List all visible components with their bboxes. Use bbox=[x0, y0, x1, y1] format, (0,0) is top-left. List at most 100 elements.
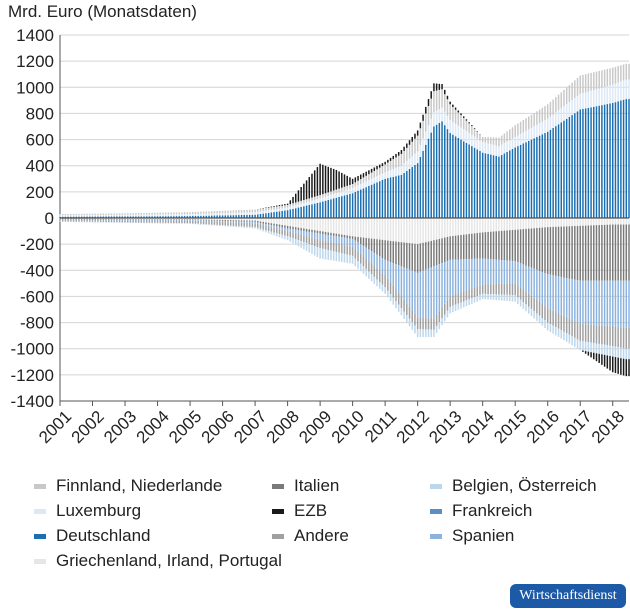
bar-segment bbox=[490, 144, 492, 155]
bar-segment bbox=[316, 230, 319, 234]
bar-segment bbox=[511, 295, 514, 302]
bar-segment bbox=[208, 221, 210, 225]
bar-segment bbox=[376, 218, 378, 240]
x-tick-label: 2010 bbox=[328, 407, 368, 447]
bar-segment bbox=[449, 133, 451, 218]
bar-segment bbox=[538, 301, 541, 316]
bar-segment bbox=[210, 224, 213, 226]
bar-segment bbox=[433, 318, 435, 330]
bar-segment bbox=[105, 220, 107, 223]
bar-segment bbox=[506, 131, 508, 142]
bar-segment bbox=[102, 220, 105, 222]
bar-segment bbox=[568, 218, 571, 227]
bar-segment bbox=[316, 195, 319, 200]
bar-segment bbox=[376, 176, 378, 183]
bar-segment bbox=[213, 221, 216, 225]
bar-segment bbox=[167, 218, 170, 220]
bar-segment bbox=[611, 356, 614, 373]
bar-segment bbox=[541, 107, 544, 122]
bar-segment bbox=[395, 264, 397, 290]
bar-segment bbox=[335, 193, 338, 198]
bar-segment bbox=[72, 219, 75, 221]
bar-segment bbox=[324, 193, 327, 197]
bar-segment bbox=[490, 218, 492, 232]
bar-segment bbox=[148, 220, 151, 223]
bar-segment bbox=[213, 219, 216, 221]
legend-label: Deutschland bbox=[56, 526, 151, 545]
bar-segment bbox=[110, 216, 113, 218]
legend-swatch bbox=[272, 508, 284, 514]
bar-segment bbox=[124, 219, 126, 221]
bar-segment bbox=[492, 155, 495, 218]
bar-segment bbox=[514, 136, 516, 148]
bar-segment bbox=[210, 218, 213, 220]
bar-segment bbox=[546, 322, 549, 331]
bar-segment bbox=[416, 329, 419, 337]
bar-segment bbox=[425, 317, 427, 330]
bar-segment bbox=[205, 211, 208, 214]
bar-segment bbox=[273, 212, 275, 218]
bar-segment bbox=[622, 348, 625, 359]
bar-segment bbox=[557, 94, 560, 111]
bar-segment bbox=[587, 218, 590, 226]
bar-segment bbox=[108, 214, 110, 217]
bar-segment bbox=[579, 323, 581, 341]
bar-segment bbox=[611, 84, 614, 103]
bar-segment bbox=[452, 305, 454, 313]
bar-segment bbox=[278, 205, 281, 207]
bar-segment bbox=[622, 80, 625, 100]
bar-segment bbox=[414, 243, 416, 272]
bar-segment bbox=[368, 218, 370, 239]
bar-segment bbox=[284, 207, 286, 211]
bar-segment bbox=[606, 218, 609, 225]
bar-segment bbox=[351, 255, 354, 264]
bar-segment bbox=[308, 177, 311, 199]
bar-segment bbox=[360, 263, 362, 272]
bar-segment bbox=[400, 242, 403, 267]
bar-segment bbox=[227, 215, 229, 218]
bar-segment bbox=[311, 197, 313, 201]
bar-segment bbox=[308, 229, 311, 232]
bar-segment bbox=[137, 213, 140, 215]
bar-segment bbox=[175, 223, 178, 224]
bar-segment bbox=[246, 218, 248, 221]
bar-segment bbox=[487, 218, 489, 232]
bar-segment bbox=[151, 222, 153, 224]
bar-segment bbox=[221, 215, 224, 218]
bar-segment bbox=[238, 215, 240, 218]
bar-segment bbox=[357, 175, 359, 181]
bar-segment bbox=[378, 167, 381, 175]
bar-segment bbox=[330, 242, 332, 251]
bar-segment bbox=[414, 133, 416, 139]
bar-segment bbox=[457, 137, 460, 218]
bar-segment bbox=[603, 325, 606, 345]
bar-segment bbox=[322, 218, 324, 232]
bar-segment bbox=[454, 123, 457, 137]
bar-segment bbox=[425, 242, 427, 270]
bar-segment bbox=[593, 106, 595, 218]
bar-segment bbox=[590, 280, 592, 325]
bar-segment bbox=[251, 209, 254, 213]
bar-segment bbox=[628, 359, 630, 377]
bar-segment bbox=[89, 219, 91, 221]
bar-segment bbox=[140, 218, 143, 220]
bar-segment bbox=[91, 213, 94, 216]
bar-segment bbox=[170, 214, 172, 217]
bar-segment bbox=[395, 153, 397, 158]
bar-segment bbox=[576, 95, 579, 112]
legend-item: EZB bbox=[272, 501, 327, 521]
bar-segment bbox=[192, 212, 194, 214]
bar-segment bbox=[598, 218, 600, 226]
bar-segment bbox=[574, 218, 576, 227]
bar-segment bbox=[284, 230, 286, 236]
bar-segment bbox=[72, 215, 75, 217]
bar-segment bbox=[549, 309, 552, 325]
bar-segment bbox=[294, 218, 297, 228]
bar-segment bbox=[563, 316, 565, 332]
bar-segment bbox=[126, 213, 129, 215]
bar-segment bbox=[481, 284, 484, 294]
bar-segment bbox=[444, 125, 446, 218]
bar-segment bbox=[308, 244, 311, 253]
bar-segment bbox=[132, 220, 134, 223]
bar-segment bbox=[143, 218, 145, 220]
